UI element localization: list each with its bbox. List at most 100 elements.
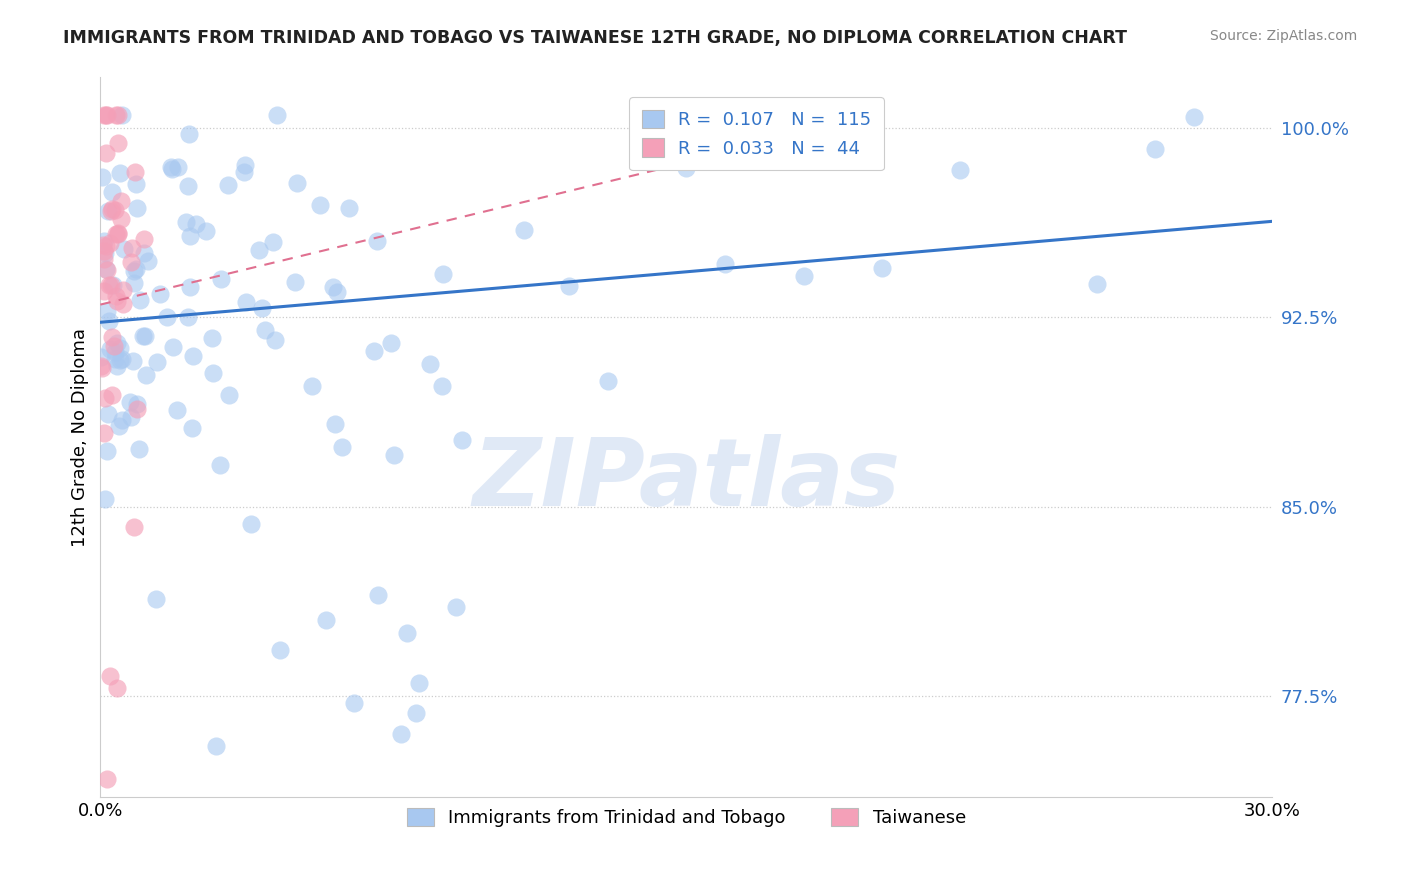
- Point: [247, 243, 270, 257]
- Point: [162, 340, 184, 354]
- Point: [1085, 277, 1108, 292]
- Point: [98, 313, 121, 327]
- Point: [96, 303, 118, 318]
- Point: [598, 374, 620, 388]
- Point: [146, 355, 169, 369]
- Point: [97, 278, 120, 293]
- Point: [181, 349, 204, 363]
- Point: [309, 198, 332, 212]
- Point: [93, 284, 115, 298]
- Point: [111, 284, 134, 298]
- Point: [166, 160, 188, 174]
- Point: [419, 357, 441, 371]
- Point: [124, 520, 146, 534]
- Point: [108, 341, 131, 355]
- Point: [138, 254, 160, 268]
- Point: [90, 360, 112, 375]
- Point: [177, 179, 200, 194]
- Point: [104, 289, 127, 303]
- Point: [103, 339, 125, 353]
- Point: [107, 108, 129, 122]
- Point: [91, 169, 114, 184]
- Point: [90, 359, 112, 374]
- Point: [366, 235, 388, 249]
- Point: [405, 706, 427, 721]
- Point: [395, 625, 418, 640]
- Point: [233, 158, 256, 172]
- Point: [209, 458, 232, 472]
- Point: [337, 201, 360, 215]
- Point: [105, 336, 128, 351]
- Point: [714, 257, 737, 271]
- Point: [98, 235, 121, 250]
- Point: [558, 278, 581, 293]
- Point: [101, 278, 124, 293]
- Point: [104, 344, 127, 359]
- Point: [101, 185, 124, 199]
- Point: [323, 417, 346, 431]
- Point: [105, 681, 128, 696]
- Point: [284, 275, 307, 289]
- Point: [451, 433, 474, 447]
- Point: [201, 367, 224, 381]
- Point: [100, 342, 122, 356]
- Point: [675, 161, 697, 176]
- Point: [104, 202, 127, 217]
- Point: [96, 108, 118, 122]
- Point: [380, 336, 402, 351]
- Point: [110, 166, 132, 180]
- Point: [132, 246, 155, 260]
- Point: [132, 232, 155, 246]
- Legend: Immigrants from Trinidad and Tobago, Taiwanese: Immigrants from Trinidad and Tobago, Tai…: [399, 801, 973, 835]
- Point: [108, 352, 131, 367]
- Point: [367, 588, 389, 602]
- Text: ZIPatlas: ZIPatlas: [472, 434, 900, 526]
- Point: [107, 226, 129, 240]
- Point: [160, 161, 183, 175]
- Point: [205, 739, 228, 754]
- Point: [91, 238, 114, 252]
- Point: [218, 388, 240, 402]
- Point: [343, 697, 366, 711]
- Point: [96, 261, 118, 276]
- Point: [285, 176, 308, 190]
- Point: [94, 108, 117, 122]
- Point: [254, 323, 277, 337]
- Point: [145, 592, 167, 607]
- Y-axis label: 12th Grade, No Diploma: 12th Grade, No Diploma: [72, 327, 89, 547]
- Point: [1144, 142, 1167, 156]
- Point: [125, 261, 148, 276]
- Point: [93, 244, 115, 258]
- Point: [156, 310, 179, 325]
- Point: [382, 449, 405, 463]
- Point: [125, 401, 148, 416]
- Point: [432, 267, 454, 281]
- Point: [98, 668, 121, 682]
- Point: [105, 359, 128, 373]
- Point: [235, 294, 257, 309]
- Point: [110, 194, 132, 209]
- Point: [100, 203, 122, 218]
- Point: [326, 285, 349, 299]
- Point: [233, 165, 256, 179]
- Point: [101, 388, 124, 402]
- Point: [269, 643, 291, 657]
- Point: [94, 238, 117, 252]
- Point: [90, 350, 112, 364]
- Text: Source: ZipAtlas.com: Source: ZipAtlas.com: [1209, 29, 1357, 43]
- Point: [111, 352, 134, 367]
- Point: [408, 676, 430, 690]
- Point: [94, 246, 117, 260]
- Point: [93, 426, 115, 441]
- Point: [97, 204, 120, 219]
- Point: [104, 227, 127, 241]
- Point: [301, 379, 323, 393]
- Point: [184, 217, 207, 231]
- Point: [263, 333, 285, 347]
- Point: [120, 255, 142, 269]
- Point: [93, 391, 115, 405]
- Point: [179, 228, 201, 243]
- Point: [149, 287, 172, 301]
- Point: [105, 293, 128, 308]
- Point: [112, 242, 135, 256]
